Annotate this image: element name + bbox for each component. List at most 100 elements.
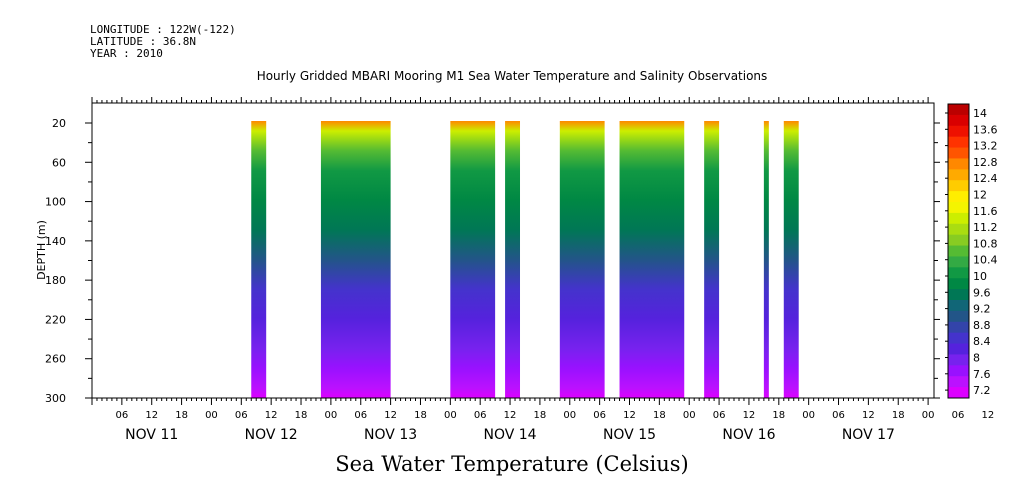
x-hour-tick-label: 12 — [862, 410, 875, 421]
colorbar-label: 12.8 — [973, 156, 998, 169]
x-day-label: NOV 15 — [603, 427, 656, 443]
year-label: YEAR : 2010 — [90, 47, 163, 60]
data-segment — [251, 121, 267, 398]
y-axis-label: DEPTH (m) — [35, 220, 48, 280]
x-hour-tick-label: 12 — [265, 410, 278, 421]
colorbar-swatch — [948, 245, 969, 257]
colorbar-swatch — [948, 234, 969, 247]
x-hour-tick-label: 18 — [892, 410, 905, 421]
colorbar-label: 8 — [973, 352, 980, 365]
y-tick-label: 20 — [52, 117, 66, 130]
x-hour-tick-label: 18 — [653, 410, 666, 421]
longitude-label: LONGITUDE : 122W(-122) — [90, 23, 236, 36]
x-hour-tick-label: 00 — [683, 410, 696, 421]
colorbar-swatch — [948, 300, 969, 312]
y-tick-label: 60 — [52, 156, 66, 169]
colorbar-swatch — [948, 321, 969, 334]
data-segment — [763, 121, 769, 398]
location-metadata: LONGITUDE : 122W(-122) LATITUDE : 36.8N … — [90, 24, 236, 60]
x-day-label: NOV 17 — [842, 427, 895, 443]
colorbar-swatch — [948, 169, 969, 181]
data-segment — [783, 121, 799, 398]
x-hour-tick-label: 12 — [504, 410, 517, 421]
y-tick-label: 220 — [45, 313, 66, 326]
x-day-label: NOV 12 — [245, 427, 298, 443]
colorbar-label: 14 — [973, 107, 987, 120]
x-hour-tick-label: 12 — [145, 410, 158, 421]
colorbar-label: 7.2 — [973, 384, 991, 397]
colorbar-label: 8.8 — [973, 319, 991, 332]
x-hour-tick-label: 00 — [325, 410, 338, 421]
data-segment — [559, 121, 605, 398]
colorbar-swatch — [948, 191, 969, 203]
colorbar-swatch — [948, 202, 969, 214]
y-tick-label: 140 — [45, 235, 66, 248]
x-hour-tick-label: 00 — [802, 410, 815, 421]
x-hour-tick-label: 00 — [922, 410, 935, 421]
chart-title: Hourly Gridded MBARI Mooring M1 Sea Wate… — [256, 69, 768, 83]
colorbar-swatch — [948, 365, 969, 377]
colorbar-label: 12.4 — [973, 172, 998, 185]
x-day-label: NOV 16 — [722, 427, 775, 443]
data-segment — [619, 121, 685, 398]
x-hour-tick-label: 06 — [593, 410, 606, 421]
colorbar-label: 10.8 — [973, 237, 998, 250]
colorbar-swatch — [948, 104, 969, 116]
colorbar-swatch — [948, 180, 969, 192]
x-hour-tick-label: 18 — [295, 410, 308, 421]
colorbar-label: 7.6 — [973, 368, 991, 381]
colorbar-label: 9.6 — [973, 286, 991, 299]
data-segment — [704, 121, 720, 398]
colorbar-label: 11.6 — [973, 205, 998, 218]
colorbar-swatch — [948, 256, 969, 268]
colorbar-label: 10.4 — [973, 254, 998, 267]
colorbar-label: 11.2 — [973, 221, 998, 234]
latitude-label: LATITUDE : 36.8N — [90, 35, 196, 48]
data-segment — [450, 121, 496, 398]
y-tick-label: 260 — [45, 353, 66, 366]
x-hour-tick-label: 12 — [623, 410, 636, 421]
colorbar-label: 9.2 — [973, 303, 991, 316]
colorbar-swatch — [948, 332, 969, 345]
plot-axes: 06 12 18 00 06 12 18 00 06 12 18 00 06 12 18 00 06 12 18 00… — [35, 97, 994, 443]
colorbar-frame — [947, 103, 970, 399]
x-hour-tick-label: 00 — [563, 410, 576, 421]
plot-frame — [91, 102, 935, 399]
x-hour-tick-label: 00 — [205, 410, 218, 421]
colorbar-label: 8.4 — [973, 335, 991, 348]
colorbar-label: 13.6 — [973, 123, 998, 136]
colorbar-swatch — [948, 310, 969, 323]
x-hour-tick-label: 06 — [832, 410, 845, 421]
x-day-label: NOV 11 — [125, 427, 178, 443]
x-hour-tick-label: 12 — [743, 410, 756, 421]
colorbar-swatch — [948, 289, 969, 301]
x-hour-tick-label: 12 — [981, 410, 994, 421]
colorbar-swatch — [948, 212, 969, 225]
y-tick-label: 180 — [45, 274, 66, 287]
colorbar-swatch — [948, 125, 969, 138]
y-tick-label: 100 — [45, 196, 66, 209]
x-hour-tick-label: 00 — [444, 410, 457, 421]
x-hour-tick-label: 12 — [384, 410, 397, 421]
x-hour-tick-label: 06 — [235, 410, 248, 421]
x-hour-tick-label: 18 — [534, 410, 547, 421]
colorbar-swatch — [948, 267, 969, 279]
y-tick-label: 300 — [45, 392, 66, 405]
data-segment — [320, 121, 391, 398]
colorbar-label: 10 — [973, 270, 987, 283]
colorbar-swatch — [948, 354, 969, 366]
x-hour-tick-label: 06 — [952, 410, 965, 421]
x-hour-tick-label: 06 — [474, 410, 487, 421]
x-hour-tick-label: 18 — [414, 410, 427, 421]
colorbar-swatch — [948, 376, 969, 388]
colorbar-label: 13.2 — [973, 140, 998, 153]
data-segment — [505, 121, 521, 398]
colorbar-swatch — [948, 278, 969, 290]
x-hour-tick-label: 18 — [772, 410, 785, 421]
colorbar: 14 13.6 13.2 12.8 12.4 12 11.6 11.2 10.8 10.4 10 9.… — [945, 103, 998, 399]
plot-area — [251, 121, 799, 398]
colorbar-title: Sea Water Temperature (Celsius) — [335, 452, 689, 476]
colorbar-swatch — [948, 136, 969, 149]
colorbar-swatch — [948, 147, 969, 159]
